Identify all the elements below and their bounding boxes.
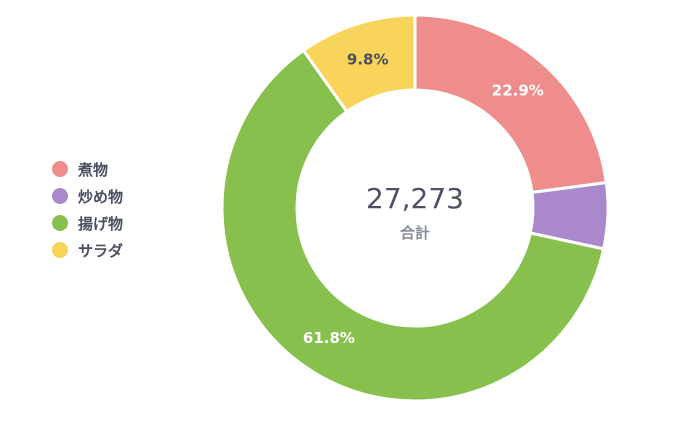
legend-label: 煮物 — [78, 160, 109, 179]
slice-salad[interactable] — [301, 13, 417, 114]
donut-slices — [220, 13, 610, 403]
slice-label-nimono: 22.9% — [492, 82, 544, 100]
legend-label: 炒め物 — [78, 187, 124, 206]
legend-item-itamemono[interactable]: 炒め物 — [52, 187, 124, 206]
legend-swatch — [52, 188, 68, 204]
legend: 煮物 炒め物 揚げ物 サラダ — [52, 160, 124, 260]
legend-swatch — [52, 242, 68, 258]
slice-labels: 22.9% 61.8% 9.8% — [303, 50, 544, 347]
slice-agemono[interactable] — [220, 48, 606, 403]
legend-item-nimono[interactable]: 煮物 — [52, 160, 123, 179]
slice-label-salad: 9.8% — [347, 50, 389, 68]
legend-swatch — [52, 215, 68, 231]
slice-label-agemono: 61.8% — [303, 329, 355, 347]
center-total-value: 27,273 — [366, 182, 464, 215]
legend-label: 揚げ物 — [78, 214, 124, 233]
legend-label: サラダ — [78, 241, 124, 260]
legend-item-agemono[interactable]: 揚げ物 — [52, 214, 124, 233]
legend-swatch — [52, 161, 68, 177]
legend-item-salad[interactable]: サラダ — [52, 241, 124, 260]
center-total-caption: 合計 — [399, 224, 430, 242]
slice-nimono[interactable] — [413, 13, 609, 195]
